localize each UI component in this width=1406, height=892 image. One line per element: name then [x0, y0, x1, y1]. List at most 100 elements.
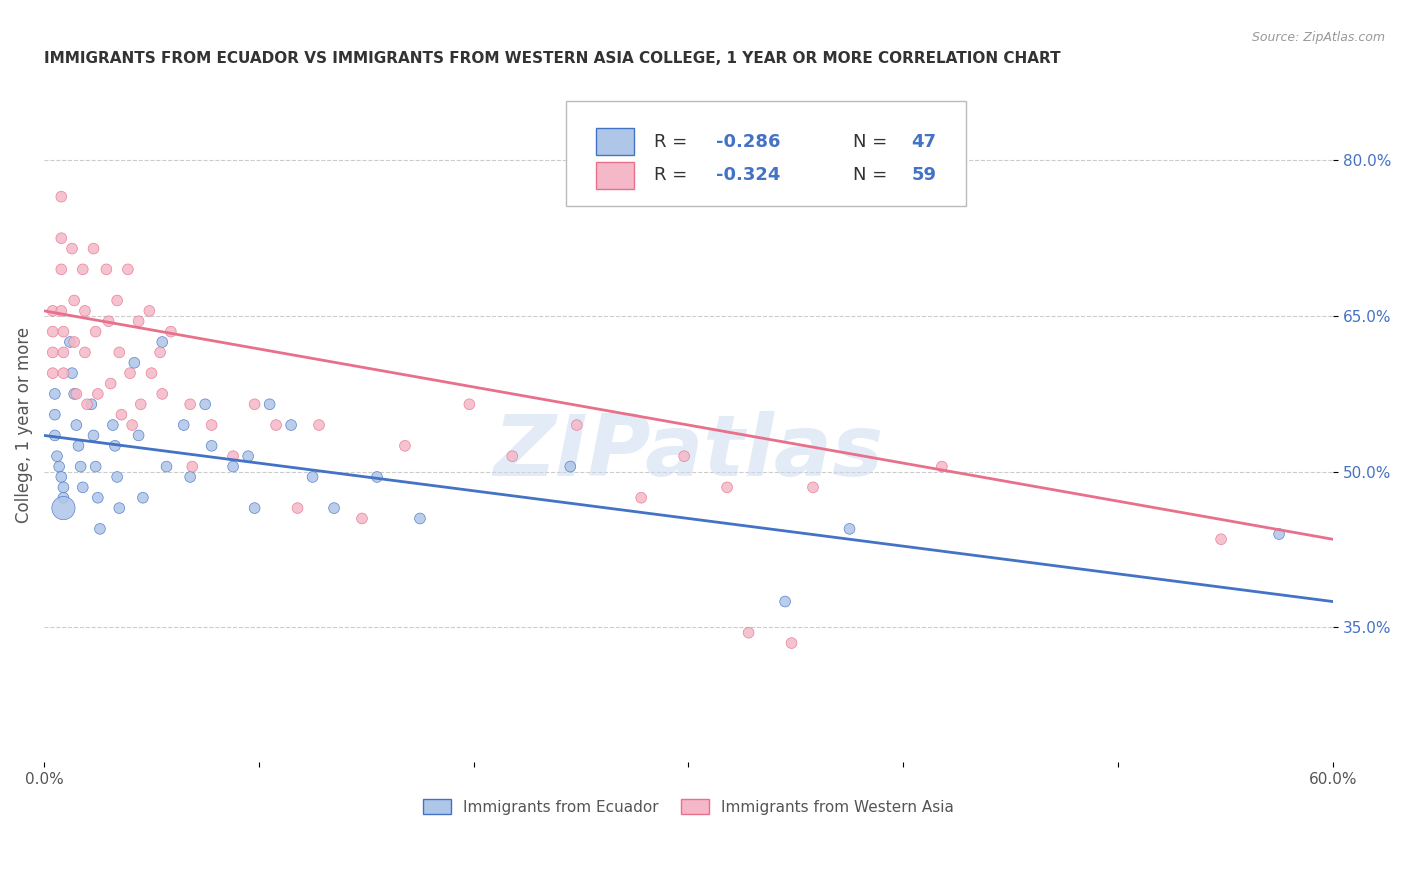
- Point: [394, 439, 416, 453]
- Point: [63, 387, 86, 401]
- Point: [41, 345, 63, 359]
- Point: [41, 325, 63, 339]
- Point: [52, 501, 75, 516]
- Point: [51, 304, 73, 318]
- Point: [280, 418, 302, 433]
- Point: [108, 345, 131, 359]
- Point: [51, 262, 73, 277]
- Point: [308, 418, 330, 433]
- Point: [150, 334, 173, 349]
- Point: [63, 293, 86, 308]
- Point: [201, 418, 224, 433]
- Point: [83, 242, 105, 256]
- Y-axis label: College, 1 year or more: College, 1 year or more: [15, 327, 32, 523]
- Point: [89, 522, 111, 536]
- Text: -0.286: -0.286: [716, 133, 780, 151]
- Point: [52, 366, 75, 380]
- Point: [301, 470, 323, 484]
- Point: [52, 491, 75, 505]
- Point: [80, 397, 103, 411]
- Point: [138, 304, 160, 318]
- Point: [41, 366, 63, 380]
- Text: Source: ZipAtlas.com: Source: ZipAtlas.com: [1251, 31, 1385, 45]
- Point: [124, 356, 146, 370]
- Point: [801, 480, 824, 494]
- Point: [101, 418, 124, 433]
- Text: 47: 47: [911, 133, 936, 151]
- Point: [105, 470, 128, 484]
- Point: [87, 387, 110, 401]
- Legend: Immigrants from Ecuador, Immigrants from Western Asia: Immigrants from Ecuador, Immigrants from…: [415, 791, 962, 822]
- Point: [409, 511, 432, 525]
- Point: [65, 387, 87, 401]
- Point: [141, 366, 163, 380]
- Point: [52, 325, 75, 339]
- Point: [350, 511, 373, 525]
- Point: [931, 459, 953, 474]
- Text: ZIPatlas: ZIPatlas: [494, 410, 883, 493]
- Point: [117, 262, 139, 277]
- Point: [560, 459, 582, 474]
- Point: [160, 325, 183, 339]
- Point: [323, 501, 346, 516]
- Point: [1268, 527, 1291, 541]
- Text: R =: R =: [654, 133, 693, 151]
- Point: [501, 449, 523, 463]
- Point: [737, 625, 759, 640]
- Bar: [596, 128, 634, 155]
- Point: [51, 231, 73, 245]
- Point: [179, 470, 201, 484]
- Point: [84, 459, 107, 474]
- Point: [44, 408, 66, 422]
- Point: [51, 470, 73, 484]
- Point: [222, 449, 245, 463]
- Point: [60, 242, 83, 256]
- Point: [52, 480, 75, 494]
- Point: [65, 418, 87, 433]
- Point: [630, 491, 652, 505]
- Point: [104, 439, 127, 453]
- Point: [48, 459, 70, 474]
- Point: [222, 459, 245, 474]
- Point: [52, 345, 75, 359]
- Point: [105, 293, 128, 308]
- Point: [46, 449, 69, 463]
- Point: [716, 480, 738, 494]
- Point: [121, 418, 143, 433]
- Point: [41, 304, 63, 318]
- Point: [59, 334, 82, 349]
- Bar: [596, 162, 634, 189]
- Point: [287, 501, 309, 516]
- Point: [129, 397, 152, 411]
- Point: [773, 594, 796, 608]
- Text: -0.324: -0.324: [716, 167, 780, 185]
- Point: [128, 428, 150, 442]
- Point: [108, 501, 131, 516]
- Point: [51, 189, 73, 203]
- Point: [264, 418, 287, 433]
- Point: [194, 397, 217, 411]
- FancyBboxPatch shape: [567, 101, 966, 206]
- Text: R =: R =: [654, 167, 693, 185]
- Point: [201, 439, 224, 453]
- Point: [673, 449, 696, 463]
- Point: [366, 470, 388, 484]
- Point: [236, 449, 259, 463]
- Point: [149, 345, 172, 359]
- Point: [118, 366, 141, 380]
- Point: [76, 397, 98, 411]
- Point: [73, 345, 96, 359]
- Point: [63, 334, 86, 349]
- Point: [110, 408, 132, 422]
- Point: [128, 314, 150, 328]
- Point: [565, 418, 588, 433]
- Point: [83, 428, 105, 442]
- Point: [243, 397, 266, 411]
- Point: [259, 397, 281, 411]
- Point: [179, 397, 201, 411]
- Text: N =: N =: [853, 167, 893, 185]
- Point: [1209, 533, 1232, 547]
- Point: [173, 418, 195, 433]
- Point: [72, 480, 94, 494]
- Text: N =: N =: [853, 133, 893, 151]
